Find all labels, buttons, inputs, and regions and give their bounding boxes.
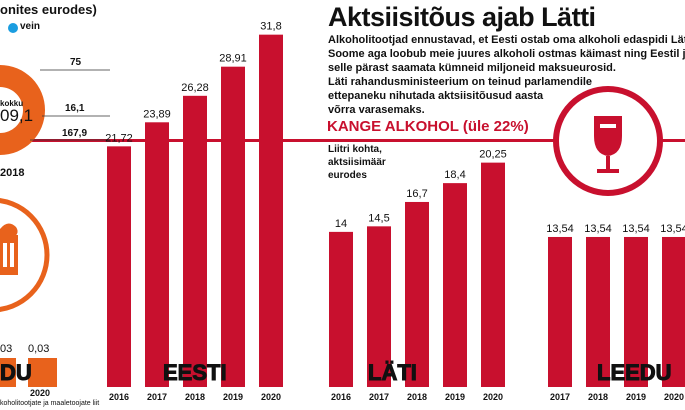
bar-value-label: 26,28: [181, 82, 209, 94]
year-tick-label: 2019: [445, 392, 465, 402]
page-title: Aktsiisitõus ajab Lätti: [328, 2, 596, 32]
donut-center-value: 09,1: [0, 106, 34, 125]
year-tick-label: 2018: [407, 392, 427, 402]
donut-value-3: 167,9: [62, 128, 88, 139]
bar-value-label: 28,91: [219, 53, 247, 65]
chart-title-lati: LÄTI: [368, 360, 418, 386]
section-label: KANGE ALKOHOL (üle 22%): [324, 118, 532, 135]
chart-title-eesti: EESTI: [163, 360, 228, 386]
legend-label-vein: vein: [20, 21, 41, 32]
bar-leedu-2017: [548, 236, 572, 387]
year-tick-label: 2020: [664, 392, 684, 402]
bar-value-label: 21,72: [105, 132, 133, 144]
donut-segment-small: [0, 110, 45, 155]
strong-alcohol-line: [0, 139, 685, 142]
year-tick-label: 2017: [147, 392, 167, 402]
bar-value-label: 31,8: [260, 21, 281, 33]
intro-line: Alkoholitootjad ennustavad, et Eesti ost…: [328, 34, 685, 46]
footnote: koholitootjate ja maaletoojate liit: [0, 400, 100, 407]
unit-note-line: Liitri kohta,: [328, 144, 382, 155]
bar-value-label: 16,7: [406, 188, 427, 200]
year-tick-label: 2018: [588, 392, 608, 402]
unit-note: Liitri kohta, aktsiisimäär eurodes: [328, 143, 386, 182]
bar-value-label: 14: [335, 218, 347, 230]
intro-line: selle pärast saamata kümneid miljoneid m…: [328, 62, 616, 74]
donut-value-2: 16,1: [65, 103, 85, 114]
unit-note-line: aktsiisimäär: [328, 157, 386, 168]
bar-läti-2020: [481, 162, 505, 387]
year-tick-label: 2019: [223, 392, 243, 402]
year-tick-label: 2018: [185, 392, 205, 402]
bar-läti-2019: [443, 183, 467, 387]
bar-leedu-2018: [586, 236, 610, 387]
donut-value-1: 75: [70, 57, 82, 68]
year-tick-label: 2020: [261, 392, 281, 402]
bar-value-label: 18,4: [444, 169, 465, 181]
bar-eesti-2020: [259, 34, 283, 387]
year-tick-label: 2016: [109, 392, 129, 402]
bar-eesti-2016: [107, 146, 131, 387]
intro-line: Läti rahandusministeerium on teinud parl…: [328, 76, 593, 88]
bar-value-label: 20,25: [479, 149, 507, 161]
bottom-value-2: 0,03: [28, 343, 50, 355]
bar-value-label: 13,54: [660, 223, 685, 235]
intro-line: võrra varasemaks.: [328, 104, 425, 116]
year-tick-label: 2017: [369, 392, 389, 402]
donut-year: 2018: [0, 167, 25, 179]
bar-leedu-2020: [662, 236, 685, 387]
bar-value-label: 23,89: [143, 108, 171, 120]
bottom-bar-2: [28, 358, 57, 387]
year-tick-label: 2019: [626, 392, 646, 402]
bottom-bar-1: [0, 358, 16, 387]
bottom-year-2020: 2020: [30, 388, 51, 398]
bar-läti-2017: [367, 226, 391, 387]
bottom-value-1: 03: [0, 343, 13, 355]
bar-eesti-2019: [221, 66, 245, 388]
chart-title-leedu: LEEDU: [597, 360, 673, 386]
bar-leedu-2019: [624, 236, 648, 387]
donut-chart: [0, 65, 110, 155]
intro-text: Alkoholitootjad ennustavad, et Eesti ost…: [328, 33, 685, 117]
year-tick-label: 2016: [331, 392, 351, 402]
legend-dot-vein: [8, 23, 18, 33]
wine-glass-icon: [553, 86, 663, 196]
bar-läti-2016: [329, 231, 353, 387]
bar-value-label: 14,5: [368, 212, 389, 224]
bottom-country-label: DU: [0, 360, 32, 386]
intro-line: ettepaneku nihutada aktsiisitõusud aasta: [328, 90, 544, 102]
unit-note-line: eurodes: [328, 170, 367, 181]
year-tick-label: 2020: [483, 392, 503, 402]
bar-eesti-2018: [183, 95, 207, 387]
bar-läti-2018: [405, 201, 429, 387]
donut-segment-large: [0, 65, 45, 110]
intro-line: Soome aga loobub meie juures alkoholi os…: [328, 48, 685, 60]
bar-eesti-2017: [145, 122, 169, 387]
left-panel-header: onites eurodes): [0, 2, 97, 17]
bar-value-label: 13,54: [546, 223, 574, 235]
bar-value-label: 13,54: [622, 223, 650, 235]
bar-value-label: 13,54: [584, 223, 612, 235]
beer-mug-icon: [0, 198, 50, 312]
year-tick-label: 2017: [550, 392, 570, 402]
donut-center-top: kokku: [0, 99, 24, 108]
